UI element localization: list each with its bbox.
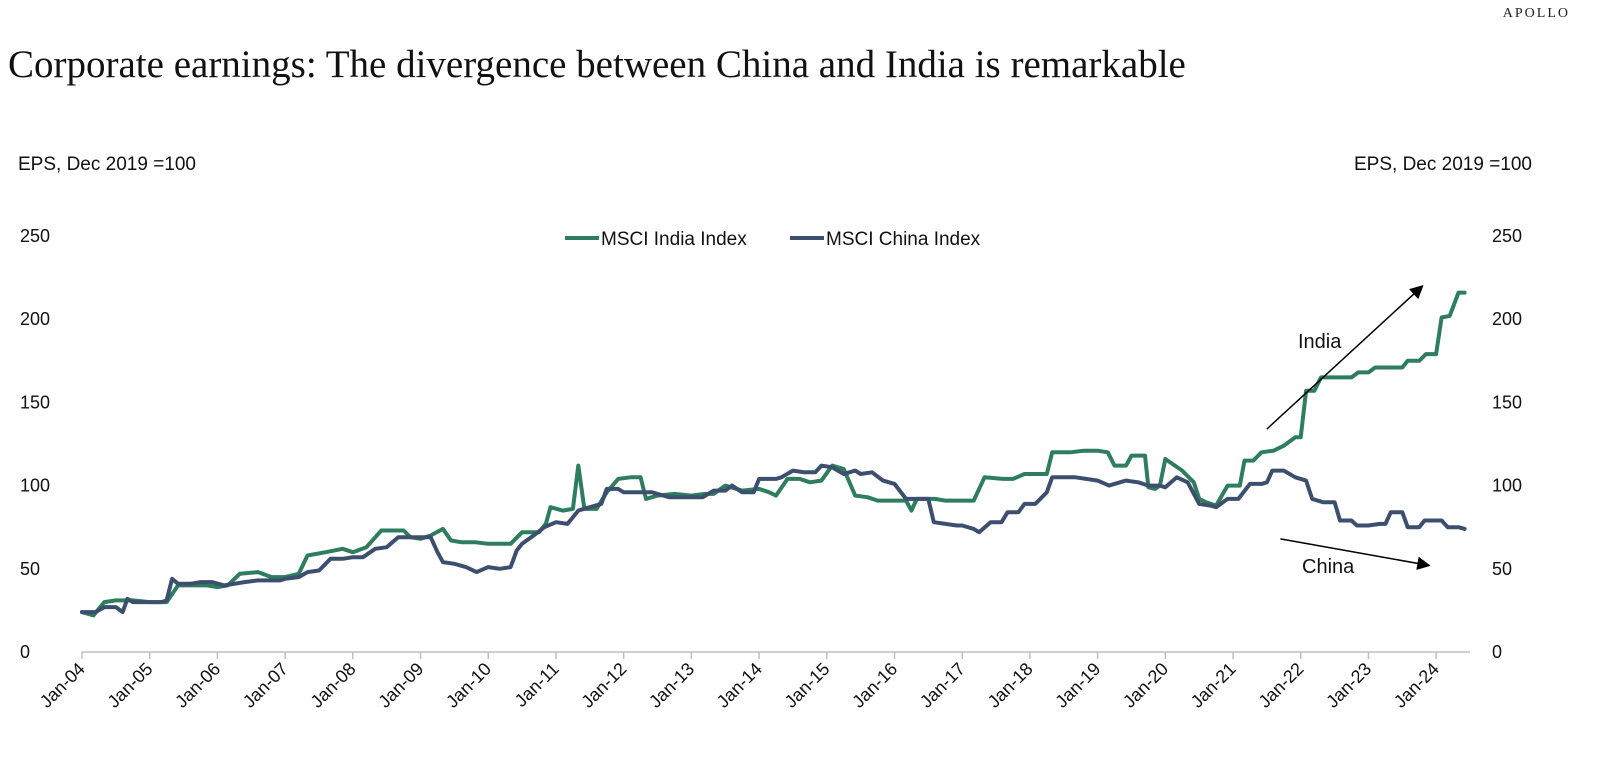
x-tick-label: Jan-13 (645, 659, 698, 712)
x-tick-label: Jan-17 (916, 659, 969, 712)
x-tick-label: Jan-10 (442, 659, 495, 712)
x-tick-label: Jan-11 (511, 659, 563, 711)
x-tick-label: Jan-20 (1119, 659, 1172, 712)
legend-label: MSCI India Index (601, 229, 747, 250)
legend-label: MSCI China Index (826, 229, 981, 250)
x-tick-label: Jan-15 (781, 659, 834, 712)
y-tick-label-right: 100 (1492, 476, 1522, 496)
x-tick-label: Jan-23 (1322, 659, 1375, 712)
legend: MSCI India Index MSCI China Index (565, 229, 981, 250)
series-layer (80, 290, 1467, 618)
annotation-arrow (1266, 285, 1424, 430)
x-tick-label: Jan-22 (1254, 659, 1307, 712)
x-tick-label: Jan-08 (307, 659, 360, 712)
y-tick-label-right: 250 (1492, 226, 1522, 246)
annotation-label: India (1298, 331, 1342, 353)
x-tick-label: Jan-05 (103, 659, 156, 712)
x-tick-label: Jan-06 (171, 659, 224, 712)
series-line-india (80, 290, 1467, 618)
annotation-arrow (1280, 538, 1431, 570)
y-tick-label-right: 0 (1492, 642, 1502, 662)
y-tick-label-left: 250 (20, 226, 50, 246)
x-tick-label: Jan-19 (1051, 659, 1104, 712)
series-line-china (80, 463, 1467, 615)
x-tick-label: Jan-07 (239, 659, 292, 712)
y-tick-label-left: 100 (20, 476, 50, 496)
y-tick-label-right: 200 (1492, 309, 1522, 329)
x-tick-label: Jan-16 (848, 659, 901, 712)
y-tick-label-right: 150 (1492, 392, 1522, 412)
chart-title: Corporate earnings: The divergence betwe… (8, 43, 1186, 86)
annotation-layer: India China (1266, 285, 1431, 578)
y-tick-label-left: 150 (20, 392, 50, 412)
x-tick-label: Jan-18 (984, 659, 1037, 712)
apollo-logo: APOLLO (1502, 6, 1570, 21)
x-tick-label: Jan-14 (713, 659, 766, 712)
y-axis-label-left: EPS, Dec 2019 =100 (18, 154, 196, 175)
x-tick-label: Jan-12 (577, 659, 630, 712)
x-tick-label: Jan-21 (1187, 659, 1240, 712)
y-tick-label-left: 0 (20, 642, 30, 662)
y-tick-label-left: 200 (20, 309, 50, 329)
annotation-label: China (1302, 556, 1355, 578)
y-tick-label-left: 50 (20, 559, 40, 579)
x-tick-label: Jan-24 (1390, 659, 1443, 712)
y-axis-label-right: EPS, Dec 2019 =100 (1354, 154, 1532, 175)
y-tick-label-right: 50 (1492, 559, 1512, 579)
x-tick-label: Jan-04 (36, 659, 89, 712)
axes: 0 0 50 50 100 100 150 150 200 200 250 250 Jan-04 Jan-… (20, 226, 1522, 712)
x-tick-label: Jan-09 (374, 659, 427, 712)
